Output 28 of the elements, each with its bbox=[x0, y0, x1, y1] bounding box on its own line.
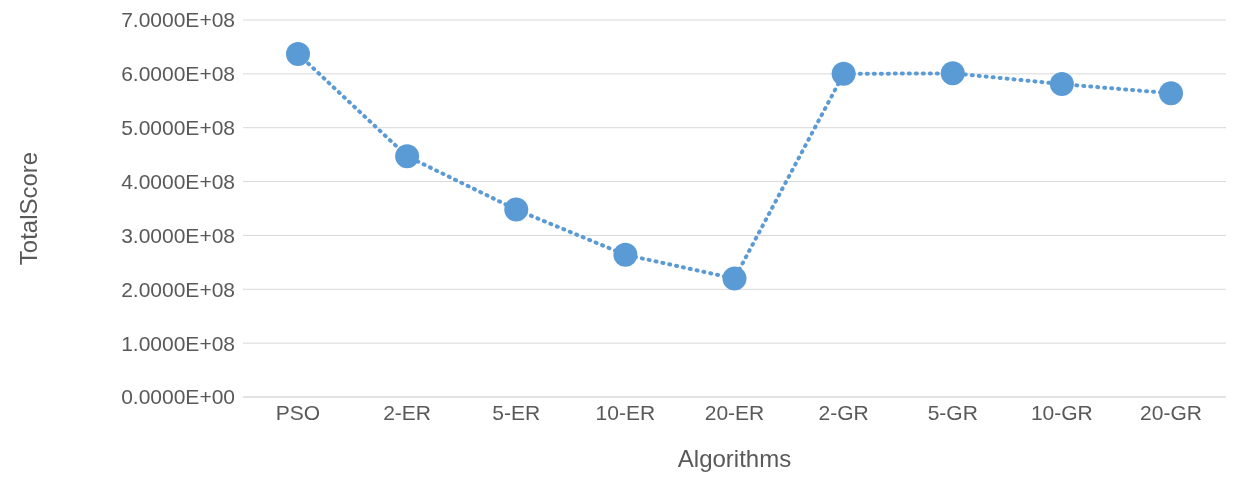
y-tick-label: 7.0000E+08 bbox=[121, 8, 235, 32]
point bbox=[613, 242, 638, 267]
y-tick-label: 5.0000E+08 bbox=[121, 116, 235, 140]
y-tick-label: 1.0000E+08 bbox=[121, 331, 235, 355]
x-tick-label: 20-GR bbox=[1140, 400, 1202, 424]
x-tick-label: 10-GR bbox=[1030, 400, 1093, 424]
point bbox=[722, 266, 747, 291]
y-tick-label: 3.0000E+08 bbox=[121, 223, 235, 247]
x-tick-label: 20-ER bbox=[704, 400, 765, 424]
point bbox=[395, 144, 420, 169]
y-tick-label: 2.0000E+08 bbox=[121, 277, 235, 301]
x-tick-label: 10-ER bbox=[595, 400, 656, 424]
x-tick-label: 2-ER bbox=[383, 400, 432, 424]
y-tick-label: 6.0000E+08 bbox=[121, 62, 235, 86]
point bbox=[1049, 72, 1074, 97]
point bbox=[831, 61, 856, 86]
point bbox=[1159, 81, 1183, 106]
point bbox=[286, 41, 310, 66]
y-tick-label: 0.0000E+00 bbox=[121, 385, 235, 409]
point bbox=[940, 61, 965, 86]
x-tick-label: 2-GR bbox=[818, 400, 869, 424]
x-axis-title: Algorithms bbox=[677, 445, 792, 472]
x-tick-label: 5-ER bbox=[492, 400, 541, 424]
y-axis-title: TotalScore bbox=[14, 151, 42, 266]
x-tick-label: 5-GR bbox=[927, 400, 978, 424]
point bbox=[504, 197, 529, 222]
y-tick-label: 4.0000E+08 bbox=[121, 170, 235, 194]
x-tick-label: PSO bbox=[275, 400, 321, 424]
